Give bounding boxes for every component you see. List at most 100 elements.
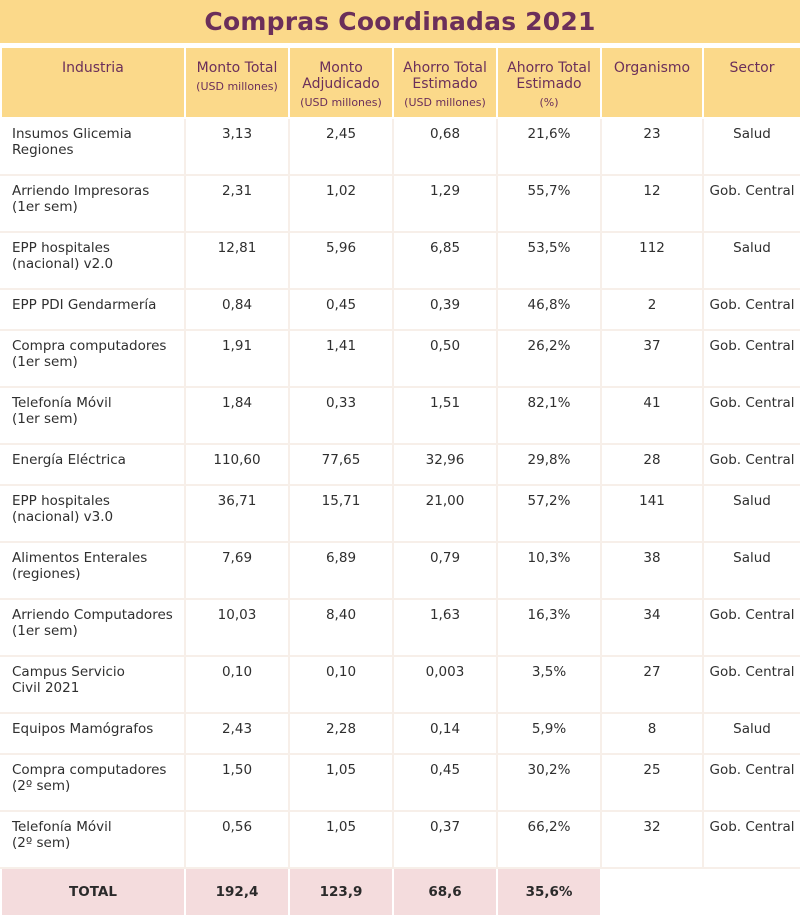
cell-organismo: 41 <box>600 386 704 445</box>
cell-monto-total: 1,91 <box>184 329 290 388</box>
cell-sector: Salud <box>702 712 800 755</box>
header-ahorro-total-unit: (USD millones) <box>404 96 486 109</box>
cell-industria-line: Telefonía Móvil <box>12 395 112 411</box>
cell-sector: Gob. Central <box>702 288 800 331</box>
title-bar: Compras Coordinadas 2021 <box>0 0 800 46</box>
total-ahorro-total: 68,6 <box>392 867 498 917</box>
cell-organismo: 12 <box>600 174 704 233</box>
total-monto-total: 192,4 <box>184 867 290 917</box>
cell-industria-line: Equipos Mamógrafos <box>12 721 154 737</box>
cell-industria-line: (2º sem) <box>12 778 71 794</box>
cell-ahorro-pct: 66,2% <box>496 810 602 869</box>
cell-ahorro-pct: 30,2% <box>496 753 602 812</box>
table-body: Insumos Glicemia Regiones 3,13 2,45 0,68 21,6… <box>0 117 800 869</box>
cell-monto-total: 36,71 <box>184 484 290 543</box>
cell-ahorro-total: 1,51 <box>392 386 498 445</box>
total-ahorro-pct: 35,6% <box>496 867 602 917</box>
header-monto-total-unit: (USD millones) <box>196 80 278 93</box>
cell-monto-total: 0,84 <box>184 288 290 331</box>
cell-industria-line: EPP hospitales <box>12 493 110 509</box>
cell-organismo: 2 <box>600 288 704 331</box>
cell-industria: EPP hospitales (nacional) v2.0 <box>0 231 186 290</box>
cell-industria: Telefonía Móvil (1er sem) <box>0 386 186 445</box>
cell-industria-line: (1er sem) <box>12 411 78 427</box>
cell-ahorro-pct: 82,1% <box>496 386 602 445</box>
table-row: Alimentos Enterales (regiones) 7,69 6,89 0,7… <box>0 541 800 600</box>
cell-monto-adjudicado: 0,45 <box>288 288 394 331</box>
cell-ahorro-total: 6,85 <box>392 231 498 290</box>
cell-ahorro-pct: 21,6% <box>496 117 602 176</box>
cell-industria-line: Arriendo Impresoras <box>12 183 150 199</box>
cell-monto-total: 0,56 <box>184 810 290 869</box>
cell-industria-line: EPP hospitales <box>12 240 110 256</box>
cell-industria-line: (1er sem) <box>12 623 78 639</box>
header-ahorro-pct: Ahorro Total Estimado (%) <box>496 46 602 119</box>
cell-ahorro-pct: 26,2% <box>496 329 602 388</box>
cell-ahorro-total: 32,96 <box>392 443 498 486</box>
header-sector-label: Sector <box>729 60 775 76</box>
cell-sector: Gob. Central <box>702 655 800 714</box>
cell-ahorro-pct: 29,8% <box>496 443 602 486</box>
cell-monto-adjudicado: 0,10 <box>288 655 394 714</box>
page-title: Compras Coordinadas 2021 <box>204 7 596 36</box>
cell-monto-total: 0,10 <box>184 655 290 714</box>
cell-industria-line: (1er sem) <box>12 354 78 370</box>
cell-monto-total: 7,69 <box>184 541 290 600</box>
cell-ahorro-total: 1,29 <box>392 174 498 233</box>
cell-industria: Insumos Glicemia Regiones <box>0 117 186 176</box>
cell-sector: Salud <box>702 484 800 543</box>
cell-industria-line: Campus Servicio <box>12 664 125 680</box>
cell-monto-adjudicado: 2,28 <box>288 712 394 755</box>
cell-monto-adjudicado: 15,71 <box>288 484 394 543</box>
cell-industria-line: Energía Eléctrica <box>12 452 126 468</box>
cell-ahorro-total: 0,37 <box>392 810 498 869</box>
header-monto-total-label: Monto Total <box>196 60 278 76</box>
cell-industria-line: Civil 2021 <box>12 680 80 696</box>
cell-monto-total: 110,60 <box>184 443 290 486</box>
cell-ahorro-total: 0,50 <box>392 329 498 388</box>
table-row: Compra computadores (1er sem) 1,91 1,41 0,50… <box>0 329 800 388</box>
cell-sector: Gob. Central <box>702 598 800 657</box>
cell-monto-adjudicado: 1,02 <box>288 174 394 233</box>
cell-monto-total: 2,43 <box>184 712 290 755</box>
cell-monto-total: 3,13 <box>184 117 290 176</box>
cell-ahorro-pct: 53,5% <box>496 231 602 290</box>
cell-sector: Salud <box>702 231 800 290</box>
header-ahorro-total: Ahorro Total Estimado (USD millones) <box>392 46 498 119</box>
table-row: Arriendo Computadores (1er sem) 10,03 8,40 1… <box>0 598 800 657</box>
table-row: Telefonía Móvil (1er sem) 1,84 0,33 1,51 82,1… <box>0 386 800 445</box>
cell-ahorro-total: 1,63 <box>392 598 498 657</box>
cell-monto-total: 2,31 <box>184 174 290 233</box>
header-monto-adjudicado-unit: (USD millones) <box>300 96 382 109</box>
cell-monto-adjudicado: 1,41 <box>288 329 394 388</box>
table-row: Campus Servicio Civil 2021 0,10 0,10 0,003 3,… <box>0 655 800 714</box>
cell-industria: EPP PDI Gendarmería <box>0 288 186 331</box>
cell-monto-adjudicado: 1,05 <box>288 753 394 812</box>
table-row: EPP hospitales (nacional) v2.0 12,81 5,96 6,… <box>0 231 800 290</box>
cell-monto-adjudicado: 8,40 <box>288 598 394 657</box>
cell-sector: Gob. Central <box>702 386 800 445</box>
cell-monto-adjudicado: 2,45 <box>288 117 394 176</box>
cell-ahorro-total: 0,45 <box>392 753 498 812</box>
cell-organismo: 32 <box>600 810 704 869</box>
total-monto-adjudicado: 123,9 <box>288 867 394 917</box>
cell-industria: EPP hospitales (nacional) v3.0 <box>0 484 186 543</box>
cell-organismo: 34 <box>600 598 704 657</box>
cell-ahorro-pct: 55,7% <box>496 174 602 233</box>
cell-organismo: 141 <box>600 484 704 543</box>
table-row: Equipos Mamógrafos 2,43 2,28 0,14 5,9% 8 Salud <box>0 712 800 755</box>
cell-industria-line: Regiones <box>12 142 74 158</box>
cell-industria: Equipos Mamógrafos <box>0 712 186 755</box>
cell-industria: Arriendo Computadores (1er sem) <box>0 598 186 657</box>
cell-industria: Arriendo Impresoras (1er sem) <box>0 174 186 233</box>
cell-industria-line: (1er sem) <box>12 199 78 215</box>
table-row: Compra computadores (2º sem) 1,50 1,05 0,45 3… <box>0 753 800 812</box>
cell-ahorro-total: 0,39 <box>392 288 498 331</box>
cell-industria: Alimentos Enterales (regiones) <box>0 541 186 600</box>
cell-ahorro-total: 0,68 <box>392 117 498 176</box>
header-organismo: Organismo <box>600 46 704 119</box>
cell-monto-adjudicado: 0,33 <box>288 386 394 445</box>
cell-industria-line: Arriendo Computadores <box>12 607 173 623</box>
cell-ahorro-pct: 46,8% <box>496 288 602 331</box>
cell-monto-total: 12,81 <box>184 231 290 290</box>
